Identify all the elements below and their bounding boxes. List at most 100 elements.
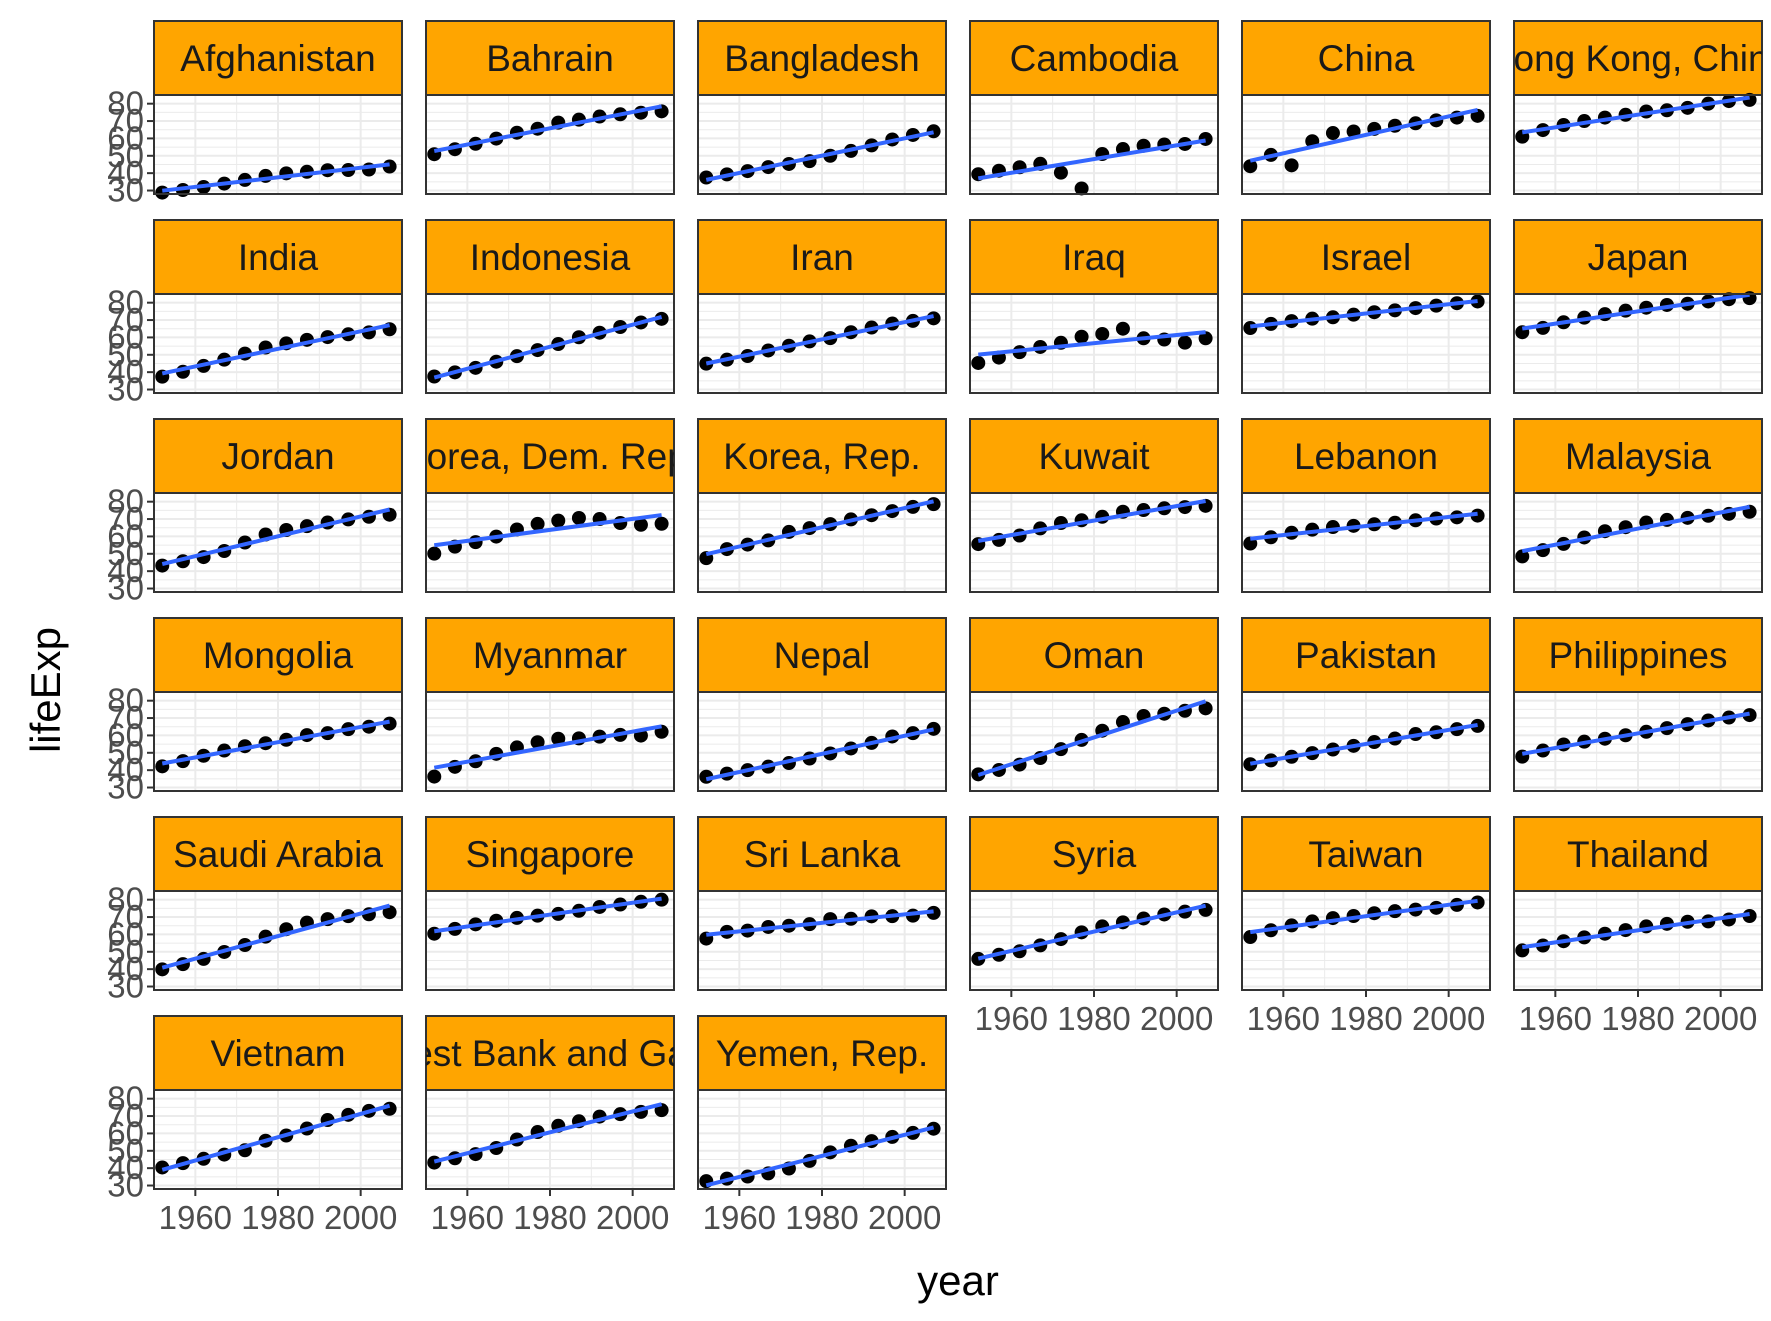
y-tick-label: 80 bbox=[107, 682, 144, 719]
facet-strip bbox=[425, 617, 675, 693]
panel-border bbox=[969, 293, 1219, 394]
trend-line bbox=[161, 507, 391, 567]
facet-panel-singapore: Singapore bbox=[425, 816, 675, 991]
facet-panel-west-bank-and-gaza: est Bank and Ga 1960 1980 2000 bbox=[425, 1015, 675, 1236]
y-tick-label: 50 bbox=[107, 734, 144, 771]
trend-line bbox=[978, 330, 1206, 357]
panel-border bbox=[153, 691, 403, 792]
panel-border bbox=[697, 890, 947, 991]
facet-strip bbox=[697, 816, 947, 892]
facet-panel-korea-rep: Korea, Rep. bbox=[697, 418, 947, 593]
data-point bbox=[1243, 757, 1258, 772]
facet-strip bbox=[425, 816, 675, 892]
panel-border bbox=[969, 492, 1219, 593]
panel-border bbox=[969, 94, 1219, 195]
y-tick-label: 50 bbox=[107, 336, 144, 373]
data-point bbox=[530, 735, 545, 750]
trend-line bbox=[433, 724, 662, 770]
y-tick-label: 50 bbox=[107, 933, 144, 970]
facet-panel-nepal: Nepal bbox=[697, 617, 947, 792]
facet-strip-label: Afghanistan bbox=[180, 38, 375, 79]
trend-line bbox=[433, 896, 662, 934]
data-point bbox=[155, 185, 170, 200]
trend-line bbox=[705, 314, 935, 366]
trend-line bbox=[161, 719, 390, 766]
y-tick-label: 40 bbox=[107, 154, 144, 191]
facet-panel-thailand: Thailand 1960 1980 2000 bbox=[1513, 816, 1763, 1037]
trend-line bbox=[1521, 711, 1750, 756]
trend-line bbox=[977, 499, 1206, 543]
panel-grid bbox=[698, 493, 946, 592]
facet-panel-korea-dem-rep: Korea, Dem. Rep. bbox=[425, 418, 675, 593]
trend-line bbox=[706, 909, 934, 937]
y-tick-label: 80 bbox=[107, 881, 144, 918]
y-tick-label: 30 bbox=[107, 1167, 144, 1204]
panel-grid bbox=[426, 692, 674, 791]
x-tick-label: 2000 bbox=[596, 1199, 669, 1236]
data-point bbox=[551, 513, 566, 528]
facet-panel-yemen-rep: Yemen, Rep. 1960 1980 2000 bbox=[697, 1015, 947, 1236]
facet-strip bbox=[969, 20, 1219, 96]
panel-border bbox=[153, 293, 403, 394]
facet-strip-label: Philippines bbox=[1549, 635, 1728, 676]
panel-grid bbox=[154, 294, 402, 393]
trend-line bbox=[433, 314, 663, 380]
trend-line bbox=[161, 1103, 391, 1172]
x-tick-label: 2000 bbox=[868, 1199, 941, 1236]
y-tick-label: 70 bbox=[107, 699, 144, 736]
trend-line bbox=[161, 323, 391, 376]
facet-strip-label: Iraq bbox=[1062, 237, 1126, 278]
facet-strip bbox=[697, 1015, 947, 1091]
panel-grid bbox=[154, 95, 402, 194]
y-tick-label: 70 bbox=[107, 898, 144, 935]
facet-strip-label: Taiwan bbox=[1308, 834, 1423, 875]
facet-strip-label: Syria bbox=[1052, 834, 1137, 875]
facet-strip bbox=[969, 816, 1219, 892]
data-point bbox=[1515, 549, 1530, 564]
facet-strip bbox=[425, 418, 675, 494]
y-tick-label: 60 bbox=[107, 517, 144, 554]
facet-panel-myanmar: Myanmar bbox=[425, 617, 675, 792]
facet-strip bbox=[697, 20, 947, 96]
trend-line bbox=[977, 138, 1206, 181]
trend-line bbox=[434, 513, 662, 548]
y-tick-label: 60 bbox=[107, 716, 144, 753]
facet-strip-label: Thailand bbox=[1567, 834, 1709, 875]
facet-strip bbox=[153, 816, 403, 892]
facet-panel-malaysia: Malaysia bbox=[1513, 418, 1763, 593]
facet-panel-israel: Israel bbox=[1241, 219, 1491, 394]
panel-border bbox=[153, 492, 403, 593]
panel-border bbox=[425, 492, 675, 593]
data-point bbox=[427, 1155, 442, 1170]
data-point bbox=[1325, 126, 1340, 141]
trend-line bbox=[705, 1125, 935, 1188]
data-point bbox=[155, 1160, 170, 1175]
y-tick-label: 40 bbox=[107, 1149, 144, 1186]
facet-strip bbox=[697, 617, 947, 693]
panel-grid bbox=[1514, 294, 1762, 393]
panel-grid bbox=[698, 891, 946, 990]
facet-panel-iraq: Iraq bbox=[969, 219, 1219, 394]
panel-border bbox=[1513, 94, 1763, 195]
trend-line bbox=[1521, 504, 1750, 554]
y-tick-label: 60 bbox=[107, 1114, 144, 1151]
data-points bbox=[971, 321, 1213, 370]
y-tick-label: 70 bbox=[107, 301, 144, 338]
x-tick-label: 1980 bbox=[1329, 1000, 1402, 1037]
data-point bbox=[1198, 701, 1213, 716]
x-axis-title: year bbox=[917, 1257, 999, 1304]
y-tick-label: 50 bbox=[107, 137, 144, 174]
facet-panel-lebanon: Lebanon bbox=[1241, 418, 1491, 593]
panel-grid bbox=[1242, 95, 1490, 194]
trend-line bbox=[161, 903, 391, 970]
x-tick-label: 2000 bbox=[1684, 1000, 1757, 1037]
facet-panel-iran: Iran bbox=[697, 219, 947, 394]
y-axis-title: lifeExp bbox=[22, 627, 69, 753]
facet-strip bbox=[697, 418, 947, 494]
facet-strip-label: Vietnam bbox=[210, 1033, 345, 1074]
